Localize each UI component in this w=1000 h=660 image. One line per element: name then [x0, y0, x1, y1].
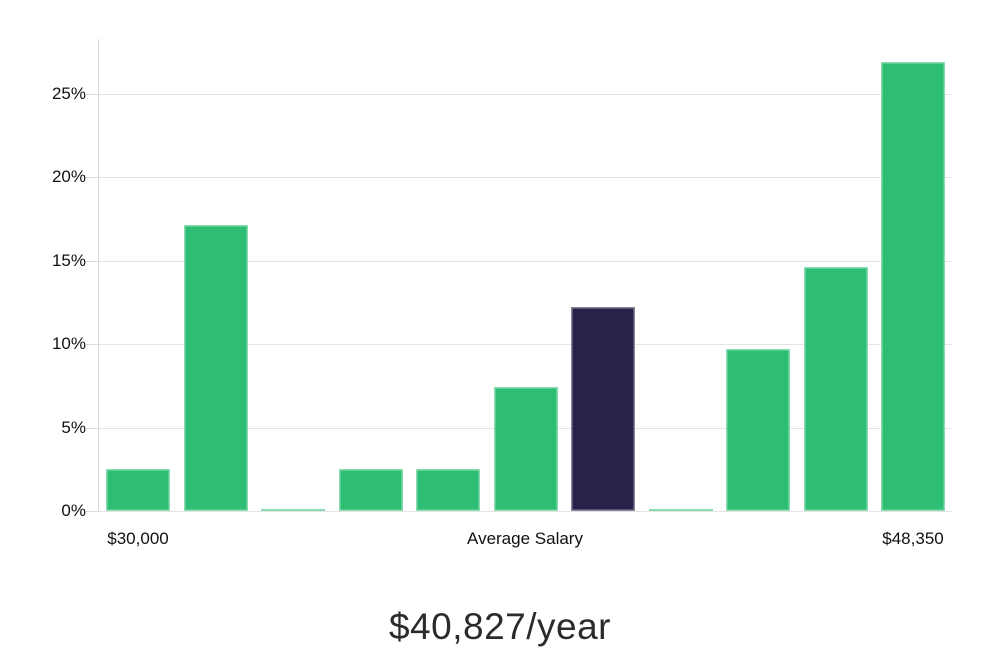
y-tick	[86, 511, 98, 512]
bar-4	[416, 469, 480, 511]
gridline	[98, 177, 952, 178]
y-tick-label: 10%	[51, 334, 86, 353]
x-tick-label-average-salary: Average Salary	[467, 529, 583, 548]
y-tick-label: 0%	[61, 501, 86, 520]
y-tick-label: 15%	[51, 251, 86, 270]
bar-10	[881, 62, 945, 511]
y-tick	[86, 177, 98, 178]
y-tick	[86, 94, 98, 95]
y-tick-label: 25%	[51, 84, 86, 103]
bar-0	[106, 469, 170, 511]
y-tick-label: 20%	[51, 167, 86, 186]
bar-7	[649, 509, 713, 511]
y-tick	[86, 428, 98, 429]
gridline	[98, 511, 952, 512]
chart-title: $40,827/year	[388, 606, 611, 647]
bar-3	[339, 469, 403, 511]
y-tick	[86, 344, 98, 345]
bar-2	[261, 509, 325, 511]
bar-8	[726, 349, 790, 511]
y-tick	[86, 261, 98, 262]
bar-1	[184, 225, 248, 511]
x-tick-label-max-salary: $48,350	[882, 529, 944, 548]
bar-9	[804, 267, 868, 511]
gridline	[98, 261, 952, 262]
y-tick-label: 5%	[61, 418, 86, 437]
average-salary-bar	[571, 307, 635, 511]
gridline	[98, 344, 952, 345]
y-axis-line	[98, 39, 99, 511]
gridline	[98, 94, 952, 95]
x-tick-label-min-salary: $30,000	[107, 529, 169, 548]
bar-5	[494, 387, 558, 511]
